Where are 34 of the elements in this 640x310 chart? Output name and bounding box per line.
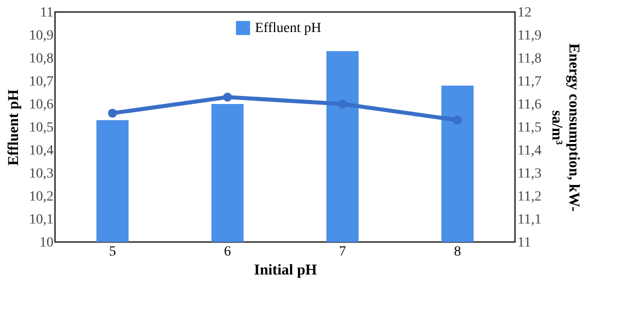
y2-tick-label: 12 [518,6,532,20]
point [108,108,117,118]
y2-tick-label: 11,6 [518,98,542,112]
y-tick-label: 10,7 [29,74,54,90]
y-tick-label: 10,9 [29,28,54,44]
y-tick-label: 11 [40,6,54,20]
x-tick-label: 6 [224,244,231,260]
y2-tick-label: 11,3 [518,166,542,182]
x-tick-label: 7 [339,244,346,260]
y-tick-label: 10,3 [29,166,54,182]
y-tick-label: 10,5 [29,120,54,136]
y-tick-label: 10,6 [29,98,54,112]
y2-tick-label: 11,9 [518,28,542,44]
y2-tick-label: 11,5 [518,120,542,136]
y2-tick-label: 11 [518,236,531,250]
point [338,100,347,108]
y2-tick-label: 11,1 [518,212,542,228]
y2-tick-label: 11,2 [518,190,542,204]
y2-axis-title: Energy consumption, kW-sa/m³ [548,43,582,212]
y-tick-label: 10,8 [29,52,54,66]
point [223,92,232,102]
x-tick-label: 8 [454,244,461,260]
y2-tick-label: 11,4 [518,144,542,158]
legend-label: Effluent pH [255,21,322,36]
y-axis-title: Effluent pH [6,89,22,166]
x-axis-title: Initial pH [254,262,318,278]
y-tick-label: 10,1 [29,212,54,228]
y-tick-label: 10 [40,236,54,250]
y2-tick-label: 11,8 [518,52,542,66]
y-tick-label: 10,4 [29,144,54,158]
y2-tick-label: 11,7 [518,74,542,90]
y-tick-label: 10,2 [29,190,54,204]
x-tick-label: 5 [109,244,116,260]
point [453,116,462,125]
